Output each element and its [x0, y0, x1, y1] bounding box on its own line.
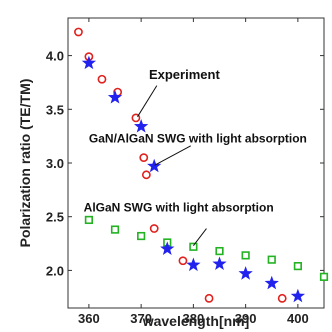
data-point-square — [241, 251, 250, 260]
y-tick-label: 2.5 — [46, 210, 64, 225]
data-point-square — [110, 225, 120, 234]
data-point-square — [293, 262, 302, 271]
data-marks — [74, 27, 329, 303]
annotation-arrow — [192, 228, 207, 247]
data-point-circle — [277, 293, 287, 303]
annotations: Experiment GaN/AlGaN SWG with light absor… — [84, 67, 307, 247]
data-point-star — [186, 257, 201, 272]
y-axis-label: Polarization ratio (TE/TM) — [17, 79, 33, 248]
data-point-square — [215, 246, 224, 256]
data-point-square — [137, 231, 146, 241]
x-tick-label: 370 — [130, 311, 152, 326]
data-point-circle — [149, 224, 159, 233]
data-point-circle — [97, 74, 107, 84]
data-point-circle — [74, 27, 83, 37]
data-point-circle — [204, 293, 214, 303]
annotation-label: GaN/AlGaN SWG with light absorption — [89, 132, 307, 146]
x-tick-label: 400 — [287, 311, 309, 326]
data-point-star — [212, 256, 227, 271]
x-tick-labels: 360 370 380 390 400 — [78, 311, 309, 326]
x-tick-label: 360 — [78, 311, 100, 326]
data-point-star — [134, 118, 149, 133]
annotation-label: AlGaN SWG with light absorption — [84, 200, 274, 214]
data-point-square — [319, 272, 329, 281]
annotation-arrow — [154, 145, 192, 166]
y-tick-label: 3.5 — [46, 102, 64, 117]
x-axis-label: wavelength[nm] — [142, 313, 250, 329]
data-point-square — [267, 255, 276, 264]
annotation-arrow — [137, 85, 158, 118]
data-point-star — [264, 275, 279, 290]
data-point-square — [189, 242, 198, 251]
data-point-star — [290, 288, 306, 303]
data-point-square — [84, 215, 93, 225]
x-tick-label: 380 — [183, 311, 205, 326]
data-point-circle — [178, 256, 188, 266]
annotation-label: Experiment — [149, 67, 220, 82]
y-tick-label: 2.0 — [46, 263, 64, 278]
data-point-star — [238, 266, 253, 280]
data-point-circle — [139, 153, 149, 163]
tick-marks — [68, 18, 324, 308]
y-tick-label: 4.0 — [46, 49, 64, 64]
data-point-circle — [141, 170, 151, 180]
y-tick-label: 3.0 — [46, 156, 64, 171]
plot-area — [67, 17, 325, 309]
x-tick-label: 390 — [235, 311, 257, 326]
data-point-star — [81, 55, 97, 70]
y-tick-labels: 2.0 2.5 3.0 3.5 4.0 — [46, 49, 64, 279]
data-point-star — [147, 158, 162, 173]
data-point-star — [107, 89, 123, 104]
data-point-star — [160, 241, 175, 255]
